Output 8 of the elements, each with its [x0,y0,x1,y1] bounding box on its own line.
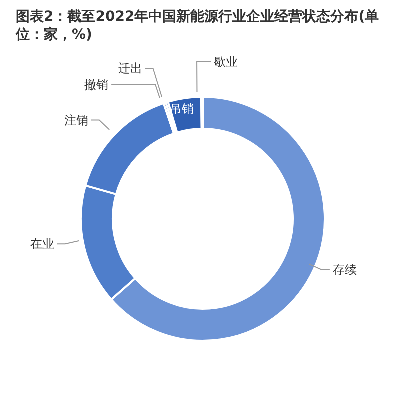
chart-title: 图表2：截至2022年中国新能源行业企业经营状态分布(单位：家，%) [14,8,380,44]
slice-label: 存续 [332,262,357,277]
slice-label: 撤销 [84,78,109,92]
slice-label: 在业 [30,237,54,252]
slice-label: 吊销 [170,102,194,116]
slice-label: 歇业 [214,55,238,70]
slice-label: 迁出 [118,62,142,76]
slice-label: 注销 [64,113,88,128]
